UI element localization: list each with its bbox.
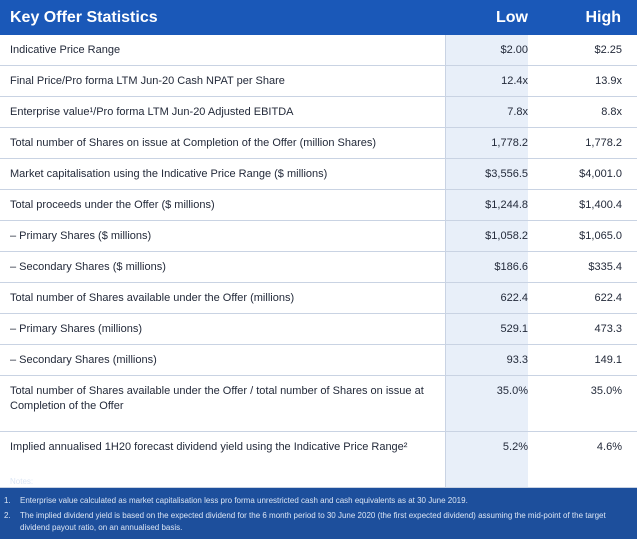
high-value: $1,400.4 [528,189,637,221]
table-header-row: Key Offer Statistics Low High [0,0,637,35]
row-label: Total number of Shares available under t… [0,282,446,314]
high-value: 8.8x [528,96,637,128]
high-value: 13.9x [528,65,637,97]
table-row: Total number of Shares available under t… [0,375,637,432]
high-value: 473.3 [528,313,637,345]
row-label: Total number of Shares available under t… [0,375,446,432]
low-value: 1,778.2 [445,127,528,159]
key-offer-statistics-table: Key Offer Statistics Low High Indicative… [0,0,637,488]
high-value: $1,065.0 [528,220,637,252]
low-value: 12.4x [445,65,528,97]
low-value: $3,556.5 [445,158,528,190]
high-value: 35.0% [528,375,637,432]
table-row: Total proceeds under the Offer ($ millio… [0,189,637,221]
footnote-text: Enterprise value calculated as market ca… [20,495,468,505]
low-value: 93.3 [445,344,528,376]
footnote-number: 1. [4,495,11,505]
high-value: 4.6% [528,431,637,488]
row-label: Enterprise value¹/Pro forma LTM Jun-20 A… [0,96,446,128]
low-value: $186.6 [445,251,528,283]
footnote-item: 1. Enterprise value calculated as market… [0,495,637,507]
table-title: Key Offer Statistics [0,0,445,35]
table-row: – Secondary Shares (millions) 93.3 149.1 [0,344,637,376]
table-row: Indicative Price Range $2.00 $2.25 [0,35,637,66]
low-value: 5.2% [445,431,528,488]
column-header-high: High [528,0,637,35]
table-row: – Secondary Shares ($ millions) $186.6 $… [0,251,637,283]
table-row: Market capitalisation using the Indicati… [0,158,637,190]
high-value: $4,001.0 [528,158,637,190]
row-label: Total number of Shares on issue at Compl… [0,127,446,159]
table-row: Total number of Shares on issue at Compl… [0,127,637,159]
column-header-low: Low [445,0,528,35]
low-value: $1,058.2 [445,220,528,252]
row-label: – Primary Shares ($ millions) [0,220,446,252]
low-value: 529.1 [445,313,528,345]
row-label: Final Price/Pro forma LTM Jun-20 Cash NP… [0,65,446,97]
high-value: 622.4 [528,282,637,314]
row-label: Indicative Price Range [0,35,446,66]
table-row: Enterprise value¹/Pro forma LTM Jun-20 A… [0,96,637,128]
footnote-text: The implied dividend yield is based on t… [20,511,606,532]
notes-heading: Notes: [10,477,34,486]
row-label: – Secondary Shares ($ millions) [0,251,446,283]
footnote-item: 2. The implied dividend yield is based o… [0,510,637,533]
footnote-number: 2. [4,511,11,520]
table-row: Total number of Shares available under t… [0,282,637,314]
low-value: 7.8x [445,96,528,128]
row-label: – Primary Shares (millions) [0,313,446,345]
footnotes: Notes: 1. Enterprise value calculated as… [0,476,637,537]
low-value: $1,244.8 [445,189,528,221]
low-value: 35.0% [445,375,528,432]
row-label: Market capitalisation using the Indicati… [0,158,446,190]
high-value: 1,778.2 [528,127,637,159]
row-label: – Secondary Shares (millions) [0,344,446,376]
row-label: Total proceeds under the Offer ($ millio… [0,189,446,221]
low-value: 622.4 [445,282,528,314]
table-row: – Primary Shares ($ millions) $1,058.2 $… [0,220,637,252]
row-label: Implied annualised 1H20 forecast dividen… [0,431,446,488]
high-value: $2.25 [528,35,637,66]
table-row: Implied annualised 1H20 forecast dividen… [0,431,637,488]
table-row: – Primary Shares (millions) 529.1 473.3 [0,313,637,345]
high-value: 149.1 [528,344,637,376]
high-value: $335.4 [528,251,637,283]
low-value: $2.00 [445,35,528,66]
table-row: Final Price/Pro forma LTM Jun-20 Cash NP… [0,65,637,97]
